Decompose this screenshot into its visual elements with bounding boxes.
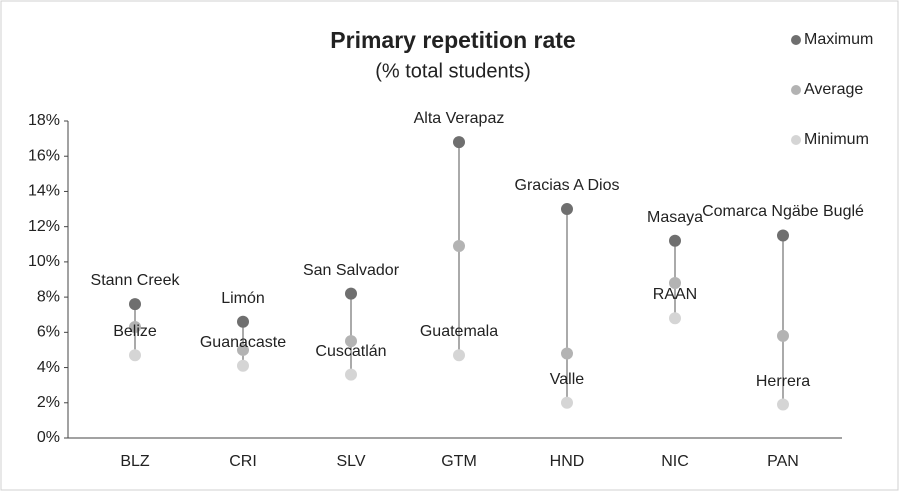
min-annotation: Valle [549, 370, 585, 388]
x-tick-label: SLV [336, 453, 365, 470]
dot [669, 234, 681, 247]
dot [453, 349, 465, 362]
x-tick-label: CRI [229, 453, 257, 470]
dot [237, 315, 249, 328]
dot [669, 312, 681, 325]
min-annotation: Herrera [755, 372, 811, 390]
y-tick-label: 18% [28, 112, 60, 129]
y-tick-label: 14% [28, 183, 60, 200]
dot [129, 349, 141, 362]
dot [777, 398, 789, 411]
x-tick-label: HND [550, 453, 585, 470]
y-tick-label: 16% [28, 147, 60, 164]
y-tick-label: 0% [37, 429, 60, 446]
x-tick-label: PAN [767, 453, 799, 470]
dot [777, 329, 789, 342]
max-annotation: San Salvador [302, 261, 400, 279]
max-annotation: Limón [221, 289, 265, 307]
legend-marker [791, 35, 801, 45]
dot [561, 396, 573, 409]
legend-marker [791, 85, 801, 95]
dot [345, 335, 357, 348]
dot [777, 229, 789, 242]
dot [129, 298, 141, 311]
dot [237, 359, 249, 372]
y-tick-label: 10% [28, 253, 60, 270]
legend-label: Average [804, 81, 863, 98]
dot [129, 321, 141, 334]
dot [237, 343, 249, 356]
min-annotation: Belize [113, 323, 157, 341]
legend-label: Maximum [804, 31, 873, 48]
dot [561, 347, 573, 360]
min-annotation: Cuscatlán [315, 342, 387, 360]
max-annotation: Gracias A Dios [514, 177, 620, 195]
x-tick-label: BLZ [120, 453, 150, 470]
legend-marker [791, 135, 801, 145]
y-tick-label: 4% [37, 359, 60, 376]
max-annotation: Masaya [646, 208, 704, 226]
dot [453, 240, 465, 253]
max-annotation: Stann Creek [90, 272, 180, 290]
x-tick-label: NIC [661, 453, 689, 470]
chart-title: Primary repetition rate [330, 27, 575, 53]
dot [453, 136, 465, 149]
y-tick-label: 6% [37, 324, 60, 341]
min-annotation: Guanacaste [199, 333, 287, 351]
y-tick-label: 8% [37, 288, 60, 305]
legend-label: Minimum [804, 131, 869, 148]
chart-subtitle: (% total students) [375, 60, 531, 82]
y-tick-label: 2% [37, 394, 60, 411]
y-tick-label: 12% [28, 218, 60, 235]
max-annotation: Comarca Ngäbe Buglé [702, 203, 864, 221]
x-tick-label: GTM [441, 453, 477, 470]
dot [561, 203, 573, 216]
dot [345, 287, 357, 300]
dot [669, 277, 681, 290]
dot [345, 368, 357, 381]
max-annotation: Alta Verapaz [413, 110, 505, 128]
min-annotation: Guatemala [419, 323, 499, 341]
min-annotation: RAAN [652, 286, 698, 304]
